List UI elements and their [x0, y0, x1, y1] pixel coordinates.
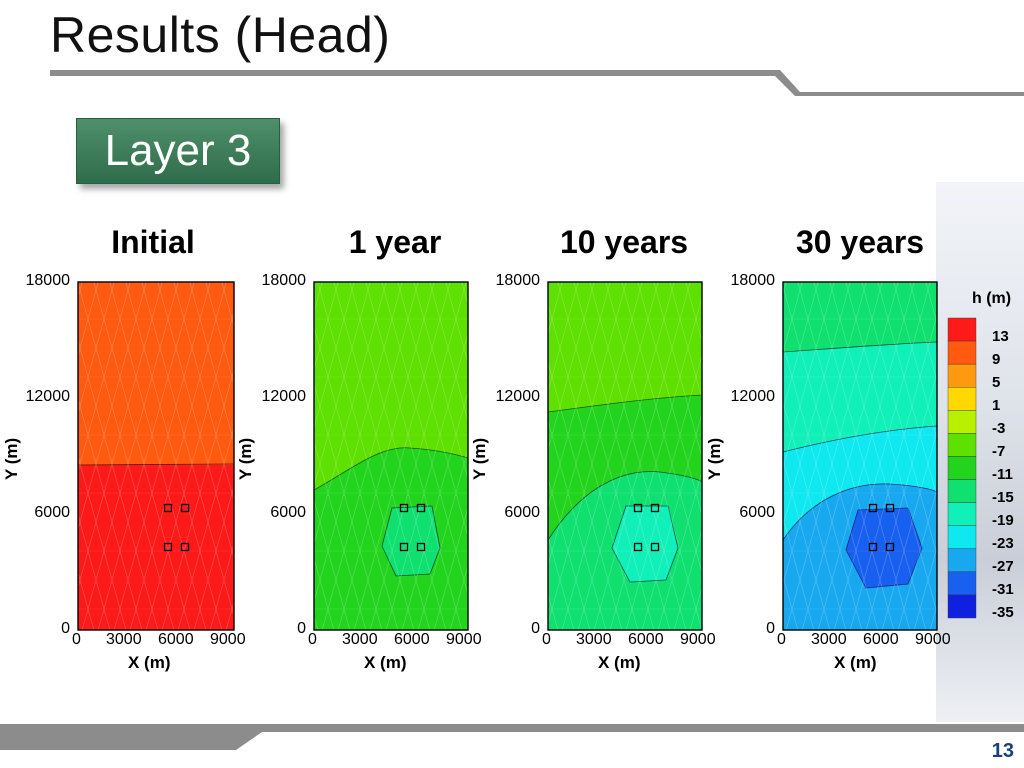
ytick-12000: 12000: [495, 388, 541, 405]
legend-swatch: [947, 594, 977, 619]
legend-level-label: 13: [992, 327, 1009, 345]
ytick-6000: 6000: [34, 504, 70, 521]
legend-swatch: [947, 571, 977, 596]
xtick-3000: 3000: [342, 631, 378, 648]
ytick-0: 0: [61, 620, 70, 637]
xtick-6000: 6000: [158, 631, 194, 648]
legend-level-label: 1: [992, 396, 1001, 414]
y-axis-label: Y (m): [2, 437, 21, 480]
legend-swatch: [947, 410, 977, 434]
y-axis-label: Y (m): [470, 437, 489, 480]
xtick-0: 0: [308, 631, 317, 648]
x-axis-label: X (m): [364, 653, 407, 672]
ytick-12000: 12000: [261, 388, 307, 405]
legend-level-label: -3: [992, 419, 1006, 437]
legend-swatch: [947, 525, 977, 549]
legend-swatch: [947, 479, 977, 503]
legend-swatch: [947, 317, 977, 342]
panel-30-years: [782, 281, 938, 631]
legend-swatch: [947, 340, 977, 365]
legend-colorbar: [947, 317, 977, 619]
layer-badge: Layer 3: [76, 118, 280, 184]
legend-level-label: -23: [992, 535, 1014, 553]
y-axis-label: Y (m): [236, 437, 255, 480]
panel-10-years: [547, 281, 703, 631]
ytick-6000: 6000: [739, 504, 775, 521]
legend-level-label: -31: [992, 581, 1014, 599]
xtick-3000: 3000: [811, 631, 847, 648]
panel-title-30-years: 30 years: [795, 224, 925, 260]
panel-title-initial: Initial: [111, 224, 195, 260]
footer-rule: [0, 724, 1024, 750]
x-axis-label: X (m): [598, 653, 641, 672]
panel-1-year: [313, 281, 469, 631]
xtick-9000: 9000: [915, 631, 951, 648]
ytick-0: 0: [766, 620, 775, 637]
xtick-6000: 6000: [394, 631, 430, 648]
legend-swatch: [947, 456, 977, 480]
xtick-9000: 9000: [680, 631, 716, 648]
legend-swatch: [947, 433, 977, 457]
legend-level-label: -19: [992, 512, 1014, 530]
legend-level-label: -15: [992, 489, 1014, 507]
legend-title: h (m): [972, 290, 1012, 307]
x-axis-label: X (m): [128, 653, 171, 672]
ytick-6000: 6000: [504, 504, 540, 521]
ytick-0: 0: [297, 620, 306, 637]
ytick-12000: 12000: [730, 388, 776, 405]
legend-swatch: [947, 363, 977, 388]
legend-level-label: -7: [992, 442, 1006, 460]
legend-level-label: -11: [992, 466, 1013, 483]
legend-level-label: -27: [992, 558, 1014, 576]
xtick-6000: 6000: [863, 631, 899, 648]
ytick-18000: 18000: [261, 272, 307, 289]
ytick-12000: 12000: [25, 388, 71, 405]
ytick-0: 0: [531, 620, 540, 637]
ytick-18000: 18000: [730, 272, 776, 289]
legend-level-label: 9: [992, 350, 1001, 368]
x-axis-label: X (m): [834, 653, 877, 672]
ytick-6000: 6000: [270, 504, 306, 521]
xtick-9000: 9000: [446, 631, 482, 648]
xtick-9000: 9000: [210, 631, 246, 648]
xtick-3000: 3000: [576, 631, 612, 648]
legend-swatch: [947, 502, 977, 526]
panel-initial: [77, 281, 235, 631]
slide-title: Results (Head): [50, 7, 391, 63]
legend-swatch: [947, 548, 977, 573]
legend-level-label: -35: [992, 604, 1014, 622]
legend-level-label: 5: [992, 373, 1001, 391]
page-number: 13: [991, 740, 1014, 762]
ytick-18000: 18000: [495, 272, 541, 289]
panel-title-10-years: 10 years: [559, 224, 689, 260]
xtick-6000: 6000: [628, 631, 664, 648]
xtick-0: 0: [72, 631, 81, 648]
ytick-18000: 18000: [25, 272, 71, 289]
panel-title-1-year: 1 year: [348, 224, 442, 260]
legend-swatch: [947, 387, 977, 411]
y-axis-label: Y (m): [705, 437, 724, 480]
header-rule: [50, 70, 1024, 96]
xtick-3000: 3000: [106, 631, 142, 648]
xtick-0: 0: [777, 631, 786, 648]
xtick-0: 0: [542, 631, 551, 648]
